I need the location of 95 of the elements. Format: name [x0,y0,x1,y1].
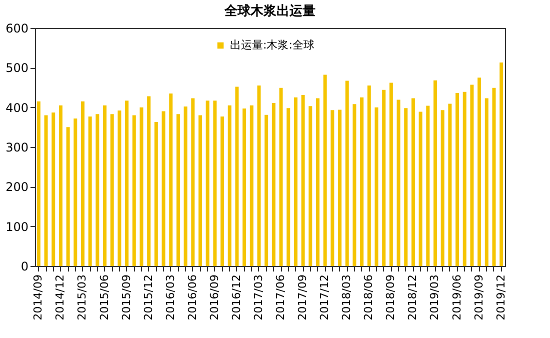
bar [301,95,305,266]
x-tick-label: 2014/09 [32,274,45,320]
y-tick-label: 100 [6,220,28,234]
bar [96,114,100,266]
x-tick-label: 2015/12 [142,274,155,320]
bar [308,106,312,266]
bar [500,62,504,266]
bar [389,82,393,266]
bar [462,92,466,266]
chart-title: 全球木浆出运量 [224,3,316,19]
bar [396,100,400,266]
bar [147,96,151,266]
bar [411,98,415,266]
y-tick-label: 300 [6,140,28,154]
bar [484,98,488,266]
bar [184,106,188,266]
bar [286,108,290,266]
bar [58,105,62,266]
bar [66,127,70,266]
y-tick-label: 200 [6,180,28,194]
bar [206,100,210,266]
bar [52,112,56,266]
bar [448,104,452,266]
x-tick-label: 2015/06 [98,274,111,320]
x-tick-label: 2016/09 [208,274,221,320]
bar [470,84,474,266]
bar [352,104,356,266]
bar [316,98,320,266]
y-tick-label: 400 [6,100,28,115]
bar [338,110,342,266]
x-tick-label: 2019/09 [472,274,486,320]
bar [264,114,268,266]
bar [44,115,48,266]
bar [250,105,254,266]
bar [242,108,246,266]
bar [426,106,430,266]
bar [345,80,349,266]
bar [176,114,180,266]
x-tick-label: 2016/03 [164,274,177,320]
x-tick-label: 2018/09 [384,274,398,320]
bar [110,114,114,266]
bar [360,97,364,266]
x-tick-label: 2017/06 [274,274,288,320]
x-tick-label: 2016/12 [230,274,243,320]
bar [191,98,195,266]
x-tick-label: 2017/03 [252,274,265,320]
x-tick-label: 2017/12 [318,274,332,320]
bar [36,101,40,266]
bar [330,110,334,266]
bar [382,90,386,266]
bar [272,102,276,266]
bar [162,111,166,266]
bar [228,105,232,266]
x-tick-label: 2018/03 [340,274,354,320]
bar [103,105,107,266]
bar [433,80,437,266]
bar [456,93,460,266]
bar [88,116,92,266]
y-tick-label: 0 [20,260,28,274]
x-tick-label: 2018/12 [406,274,420,320]
bar [367,86,371,266]
legend-label: 出运量:木浆:全球 [230,38,314,52]
bar [279,88,283,266]
x-tick-label: 2014/12 [54,274,67,320]
x-tick-label: 2017/09 [296,274,310,320]
bar [418,112,422,266]
x-tick-label: 2019/06 [450,274,464,320]
bar [294,97,298,266]
bar [74,118,78,266]
x-tick-label: 2015/03 [76,274,89,320]
bar [257,86,261,266]
bar [235,86,239,266]
bar [132,115,136,266]
bar [220,116,224,266]
bar [140,107,144,266]
bar [154,122,158,266]
bar [125,100,129,266]
x-tick-label: 2019/03 [428,274,442,320]
bar [323,74,327,266]
bar [169,93,173,266]
bar [80,101,84,266]
bar [478,78,482,266]
y-tick-label: 600 [6,22,28,36]
x-tick-label: 2015/09 [120,274,133,320]
bar [492,88,496,266]
bar [118,110,122,266]
y-tick-label: 500 [6,61,28,76]
bar [440,110,444,266]
x-tick-label: 2019/12 [494,274,508,320]
x-tick-label: 2018/06 [362,274,376,320]
bar [404,108,408,266]
bar [374,107,378,266]
bar [213,100,217,266]
x-tick-label: 2016/06 [186,274,199,320]
bar [198,115,202,266]
